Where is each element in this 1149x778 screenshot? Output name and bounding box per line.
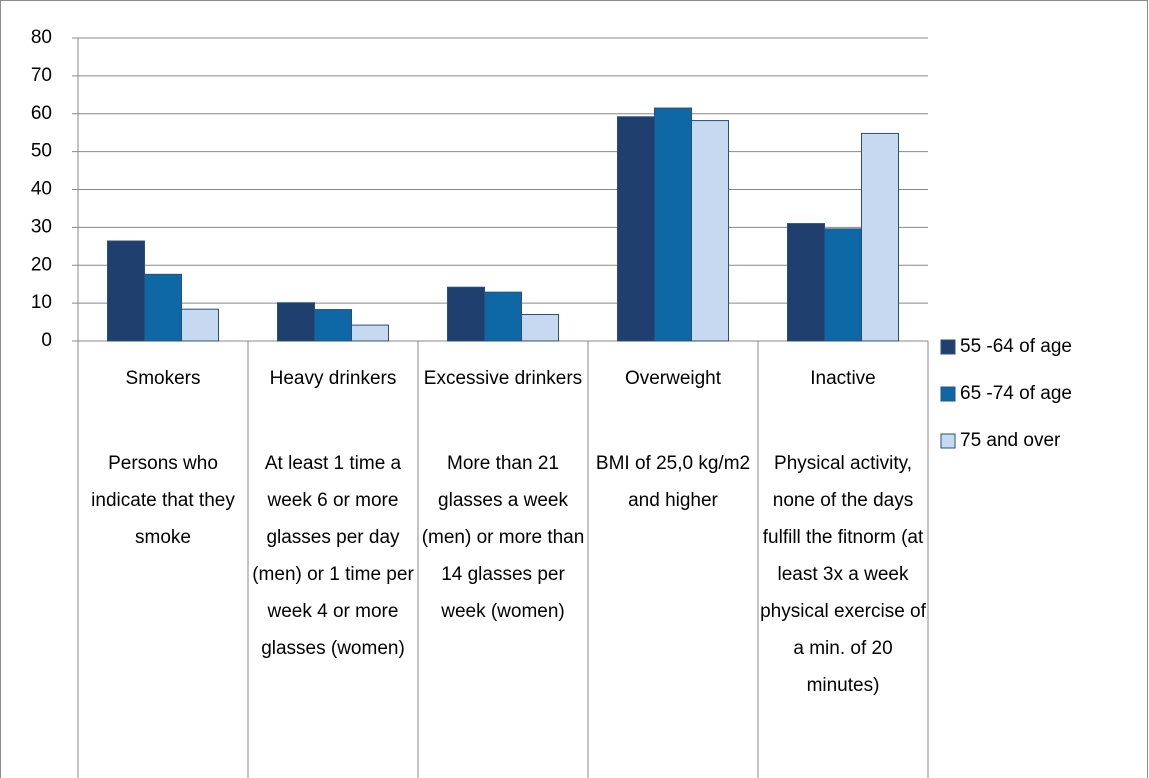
bar	[861, 132, 899, 342]
category-description: Persons who indicate that they smoke	[91, 453, 235, 548]
category-label: Smokers	[125, 368, 201, 389]
bar	[617, 116, 655, 342]
bar	[181, 308, 219, 342]
legend-swatch	[940, 339, 956, 355]
y-tick-label: 0	[41, 330, 52, 351]
bar	[484, 291, 522, 342]
legend-swatch	[940, 386, 956, 402]
category-label: Heavy drinkers	[269, 368, 397, 389]
y-tick-label: 60	[31, 103, 52, 124]
bar	[314, 309, 352, 342]
bar	[447, 286, 485, 342]
bar	[144, 273, 182, 342]
legend-label: 65 -74 of age	[960, 383, 1072, 404]
category-description: More than 21 glasses a week (men) or mor…	[421, 453, 585, 622]
category-label: Overweight	[624, 368, 722, 389]
y-tick-label: 30	[31, 216, 52, 237]
y-tick-label: 50	[31, 141, 52, 162]
category-label: Excessive drinkers	[423, 368, 583, 389]
category-description: At least 1 time a week 6 or more glasses…	[252, 453, 414, 659]
bar	[787, 223, 825, 342]
y-tick-label: 70	[31, 65, 52, 86]
category-description: BMI of 25,0 kg/m2 and higher	[595, 453, 751, 511]
legend-label: 55 -64 of age	[960, 336, 1072, 357]
legend-swatch	[940, 433, 956, 449]
bar	[277, 302, 315, 342]
bar	[824, 228, 862, 342]
y-tick-label: 20	[31, 254, 52, 275]
y-tick-label: 40	[31, 179, 52, 200]
bar	[351, 324, 389, 342]
bar	[521, 313, 559, 342]
legend-label: 75 and over	[960, 430, 1061, 451]
category-label: Inactive	[810, 368, 876, 389]
y-tick-label: 80	[31, 27, 52, 48]
bar	[691, 120, 729, 342]
bar	[654, 107, 692, 342]
y-tick-label: 10	[31, 292, 52, 313]
category-description: Physical activity, none of the days fulf…	[760, 453, 926, 696]
bar	[107, 240, 145, 342]
